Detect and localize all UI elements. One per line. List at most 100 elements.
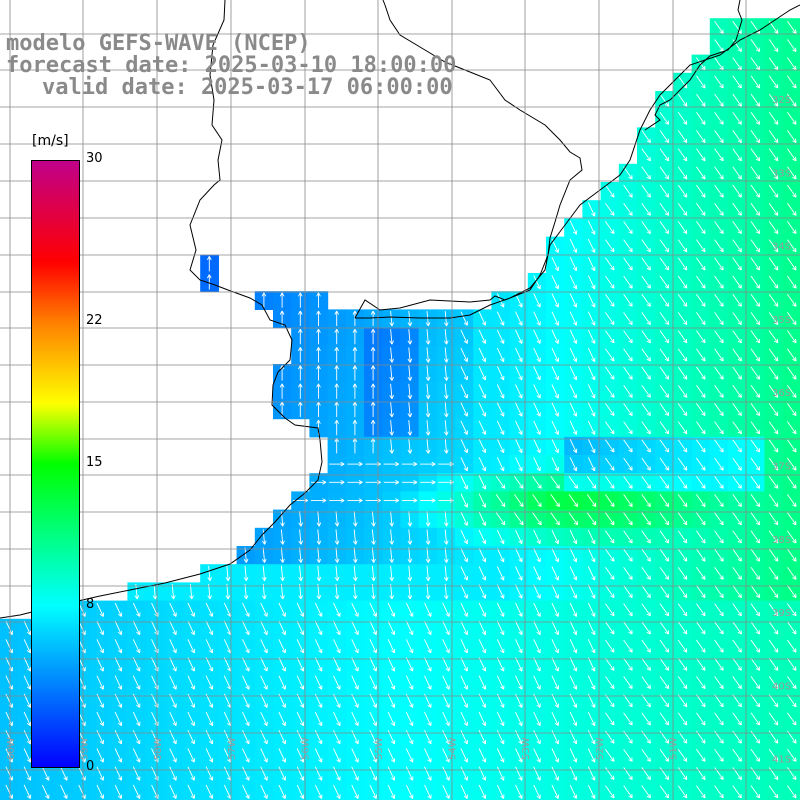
wind-arrow bbox=[478, 602, 487, 617]
wind-arrow bbox=[316, 347, 321, 363]
wind-arrow bbox=[460, 548, 468, 563]
wind-arrow bbox=[714, 767, 724, 781]
wind-arrow bbox=[677, 166, 688, 180]
wind-arrow bbox=[298, 401, 303, 417]
wind-arrow bbox=[261, 547, 267, 563]
wind-arrow bbox=[314, 766, 323, 781]
wind-arrow bbox=[714, 748, 724, 762]
wind-arrow bbox=[496, 766, 505, 781]
wind-arrow bbox=[496, 293, 505, 308]
wind-arrow bbox=[207, 274, 212, 290]
wind-cell bbox=[618, 782, 638, 800]
wind-arrow bbox=[443, 511, 449, 527]
wind-arrow bbox=[732, 148, 742, 162]
wind-arrow bbox=[278, 675, 286, 690]
wind-arrow bbox=[768, 366, 779, 380]
longitude-label: 58W bbox=[153, 737, 164, 760]
wind-cell bbox=[655, 782, 674, 800]
wind-arrow bbox=[478, 620, 487, 636]
wind-arrow bbox=[551, 584, 559, 599]
wind-cell bbox=[600, 782, 620, 800]
colorbar bbox=[31, 160, 80, 768]
wind-arrow bbox=[298, 365, 303, 381]
wind-arrow bbox=[659, 312, 670, 326]
wind-arrow bbox=[369, 711, 377, 727]
wind-arrow bbox=[569, 293, 578, 308]
wind-arrow bbox=[587, 766, 596, 781]
wind-arrow bbox=[787, 767, 797, 781]
wind-arrow bbox=[420, 498, 436, 503]
wind-arrow bbox=[242, 602, 250, 617]
wind-arrow bbox=[587, 566, 596, 581]
wind-arrow bbox=[23, 730, 32, 745]
wind-arrow bbox=[787, 657, 797, 671]
wind-arrow bbox=[605, 585, 615, 599]
wind-arrow bbox=[659, 621, 670, 635]
wind-arrow bbox=[696, 621, 706, 635]
wind-arrow bbox=[314, 748, 323, 763]
wind-arrow bbox=[750, 239, 761, 253]
wind-arrow bbox=[443, 347, 449, 363]
wind-arrow bbox=[514, 475, 524, 489]
wind-arrow bbox=[605, 421, 615, 435]
wind-arrow bbox=[187, 657, 195, 672]
wind-cell bbox=[782, 200, 800, 219]
wind-cell bbox=[782, 564, 800, 583]
wind-arrow bbox=[515, 438, 523, 454]
wind-arrow bbox=[443, 529, 449, 545]
wind-arrow bbox=[623, 439, 633, 453]
wind-arrow bbox=[407, 329, 413, 345]
wind-arrow bbox=[333, 602, 341, 617]
wind-arrow bbox=[280, 547, 285, 563]
wind-arrow bbox=[551, 639, 559, 654]
wind-cell bbox=[782, 254, 800, 274]
wind-arrow bbox=[5, 748, 13, 763]
wind-arrow bbox=[311, 498, 327, 503]
wind-arrow bbox=[205, 602, 214, 617]
wind-arrow bbox=[205, 784, 214, 799]
wind-arrow bbox=[677, 111, 688, 125]
wind-arrow bbox=[787, 603, 797, 617]
wind-arrow bbox=[298, 565, 304, 582]
wind-arrow bbox=[732, 657, 742, 671]
wind-arrow bbox=[677, 330, 688, 344]
wind-arrow bbox=[587, 730, 596, 745]
wind-arrow bbox=[478, 438, 487, 454]
wind-arrow bbox=[605, 494, 615, 508]
wind-arrow bbox=[387, 675, 396, 690]
wind-arrow bbox=[587, 347, 596, 363]
wind-arrow bbox=[787, 166, 797, 180]
wind-arrow bbox=[732, 767, 742, 781]
wind-arrow bbox=[641, 767, 651, 781]
wind-arrow bbox=[750, 657, 761, 671]
wind-arrow bbox=[515, 420, 523, 435]
wind-arrow bbox=[732, 639, 742, 653]
wind-arrow bbox=[569, 366, 578, 381]
wind-arrow bbox=[352, 383, 358, 399]
wind-arrow bbox=[732, 457, 742, 471]
wind-arrow bbox=[442, 730, 450, 745]
wind-arrow bbox=[96, 784, 104, 799]
wind-cell bbox=[782, 54, 800, 74]
wind-arrow bbox=[677, 748, 688, 762]
wind-arrow bbox=[460, 438, 468, 454]
wind-arrow bbox=[169, 675, 177, 690]
wind-arrow bbox=[329, 480, 345, 485]
wind-arrow bbox=[714, 366, 724, 380]
wind-arrow bbox=[641, 330, 651, 344]
wind-arrow bbox=[405, 602, 414, 617]
wind-arrow bbox=[5, 639, 13, 654]
wind-arrow bbox=[732, 312, 742, 326]
wind-arrow bbox=[333, 766, 341, 781]
wind-arrow bbox=[496, 748, 505, 763]
wind-arrow bbox=[605, 712, 615, 726]
wind-arrow bbox=[443, 583, 449, 600]
wind-arrow bbox=[568, 494, 579, 508]
wind-arrow bbox=[478, 657, 487, 672]
wind-arrow bbox=[750, 439, 761, 453]
wind-arrow bbox=[351, 620, 359, 636]
wind-arrow bbox=[750, 548, 761, 562]
wind-arrow bbox=[641, 312, 651, 326]
wind-arrow bbox=[460, 402, 468, 417]
